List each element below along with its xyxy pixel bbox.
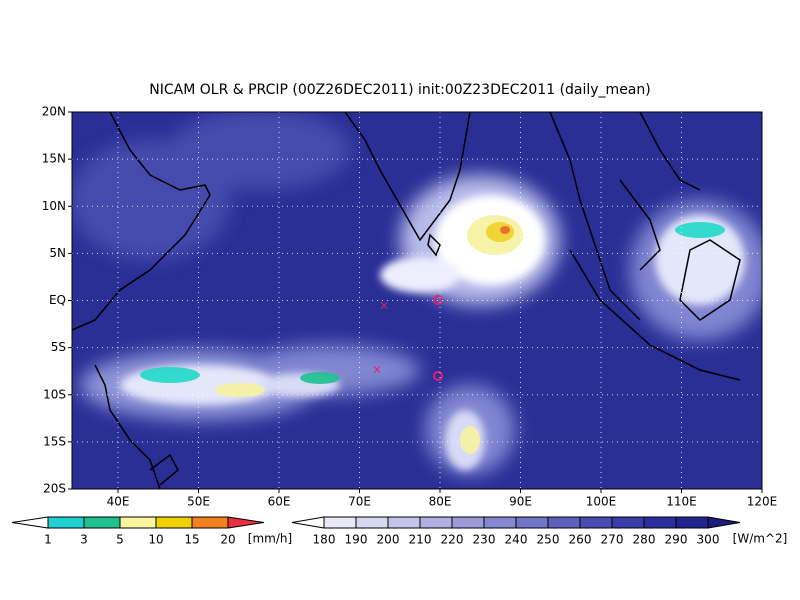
- lon-label: 70E: [348, 495, 371, 509]
- colorbar-box: [419, 516, 453, 529]
- colorbar-end: [291, 516, 325, 529]
- colorbar-label: 290: [665, 533, 688, 547]
- lat-label: 15S: [43, 434, 66, 448]
- colorbar-end: [227, 516, 265, 529]
- lat-label: 5N: [49, 246, 66, 260]
- colorbar-label: 250: [537, 533, 560, 547]
- lat-label: 5S: [51, 340, 66, 354]
- map-field: × ×: [72, 112, 762, 489]
- lon-label: 120E: [747, 495, 778, 509]
- lat-label: 20S: [43, 482, 66, 496]
- colorbar-label: 3: [80, 533, 88, 547]
- colorbar-box: [387, 516, 421, 529]
- lat-label: 10S: [43, 387, 66, 401]
- colorbar-label: 200: [377, 533, 400, 547]
- colorbar-box: [83, 516, 121, 529]
- cross-marker: ×: [372, 363, 382, 377]
- colorbar-label: 210: [409, 533, 432, 547]
- colorbar-box: [451, 516, 485, 529]
- lat-label: 20N: [42, 105, 66, 119]
- title: NICAM OLR & PRCIP (00Z26DEC2011) init:00…: [149, 82, 650, 98]
- colorbar-label: 280: [633, 533, 656, 547]
- colorbar-box: [355, 516, 389, 529]
- circle-marker: [433, 371, 443, 381]
- lon-label: 80E: [429, 495, 452, 509]
- colorbar-label: 15: [184, 533, 199, 547]
- colorbar-label: 260: [569, 533, 592, 547]
- colorbar-box: [547, 516, 581, 529]
- lon-label: 90E: [509, 495, 532, 509]
- colorbar-box: [579, 516, 613, 529]
- colorbar-box: [675, 516, 709, 529]
- lon-label: 40E: [107, 495, 130, 509]
- colorbar-end: [11, 516, 49, 529]
- lon-label: 60E: [268, 495, 291, 509]
- lon-label: 100E: [586, 495, 617, 509]
- colorbar-label: 20: [220, 533, 235, 547]
- colorbar-label: 180: [313, 533, 336, 547]
- colorbar-label: 190: [345, 533, 368, 547]
- colorbar-unit: [mm/h]: [248, 532, 292, 546]
- lat-label: 10N: [42, 199, 66, 213]
- colorbar-box: [119, 516, 157, 529]
- colorbar-label: 270: [601, 533, 624, 547]
- lon-label: 110E: [666, 495, 697, 509]
- colorbar-box: [155, 516, 193, 529]
- colorbar-box: [323, 516, 357, 529]
- colorbar-label: 220: [441, 533, 464, 547]
- colorbar-box: [191, 516, 229, 529]
- colorbar-label: 1: [44, 533, 52, 547]
- colorbar-box: [515, 516, 549, 529]
- lat-label: 15N: [42, 152, 66, 166]
- colorbar-box: [643, 516, 677, 529]
- colorbar-label: 300: [697, 533, 720, 547]
- colorbar-unit: [W/m^2]: [733, 532, 788, 546]
- colorbar-label: 5: [116, 533, 124, 547]
- lon-label: 50E: [187, 495, 210, 509]
- lat-label: EQ: [49, 293, 66, 307]
- cross-marker: ×: [379, 299, 389, 313]
- colorbar-label: 230: [473, 533, 496, 547]
- colorbar-box: [611, 516, 645, 529]
- colorbar-label: 240: [505, 533, 528, 547]
- colorbar-box: [47, 516, 85, 529]
- colorbar-end: [707, 516, 741, 529]
- colorbar-label: 10: [148, 533, 163, 547]
- colorbar-box: [483, 516, 517, 529]
